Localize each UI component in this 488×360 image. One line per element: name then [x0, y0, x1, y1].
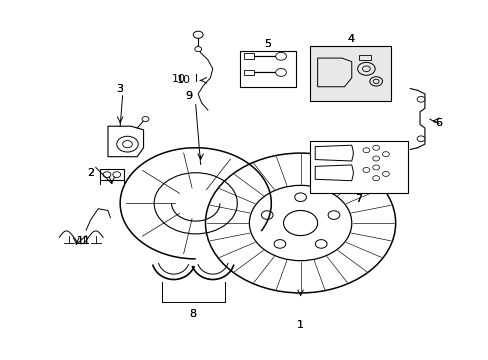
Circle shape [372, 176, 379, 181]
Text: 6: 6 [434, 118, 441, 128]
Bar [239, 51, 295, 87]
Circle shape [103, 172, 111, 177]
Text: 1: 1 [297, 320, 304, 330]
Circle shape [382, 152, 388, 157]
Circle shape [362, 148, 369, 153]
Circle shape [113, 172, 121, 177]
Text: 7: 7 [355, 194, 362, 204]
Text: 5: 5 [264, 40, 271, 49]
Text: 8: 8 [189, 310, 197, 319]
Text: 11: 11 [77, 236, 90, 246]
Polygon shape [317, 58, 351, 87]
Text: 4: 4 [346, 34, 353, 44]
Circle shape [205, 153, 395, 293]
Text: 2: 2 [87, 168, 94, 178]
Text: 5: 5 [264, 40, 271, 49]
Text: 6: 6 [434, 118, 441, 128]
Circle shape [117, 136, 138, 152]
Circle shape [142, 117, 149, 122]
Text: 10: 10 [176, 75, 190, 85]
Circle shape [294, 193, 306, 202]
Text: 11: 11 [77, 236, 90, 246]
Text: 3: 3 [117, 84, 123, 94]
Text: 2: 2 [87, 168, 94, 178]
Circle shape [416, 96, 424, 102]
Circle shape [315, 240, 326, 248]
Text: 9: 9 [184, 91, 192, 101]
Circle shape [122, 140, 132, 148]
Circle shape [327, 211, 339, 219]
Bar [310, 45, 390, 101]
Circle shape [369, 77, 382, 86]
Circle shape [382, 171, 388, 176]
Circle shape [283, 211, 317, 235]
Polygon shape [315, 145, 352, 161]
Circle shape [362, 66, 369, 72]
Circle shape [372, 156, 379, 161]
Text: 4: 4 [346, 34, 353, 44]
Circle shape [362, 167, 369, 172]
Bar [243, 69, 254, 75]
Bar [243, 53, 254, 59]
Circle shape [193, 31, 203, 39]
Bar [310, 140, 407, 193]
Circle shape [261, 211, 272, 219]
Circle shape [416, 136, 424, 141]
Text: 3: 3 [117, 84, 123, 94]
Text: 8: 8 [189, 310, 197, 319]
Text: 10: 10 [171, 74, 185, 84]
Circle shape [274, 240, 285, 248]
Circle shape [372, 145, 379, 150]
Circle shape [357, 62, 374, 75]
Bar [358, 55, 370, 60]
Circle shape [275, 52, 286, 60]
Circle shape [322, 63, 346, 81]
Circle shape [275, 68, 286, 76]
Circle shape [194, 46, 201, 51]
Polygon shape [315, 165, 352, 181]
Circle shape [249, 185, 351, 261]
Polygon shape [108, 126, 143, 157]
Circle shape [372, 165, 379, 170]
Circle shape [372, 79, 378, 84]
Text: 9: 9 [184, 91, 192, 101]
Text: 7: 7 [355, 194, 362, 204]
Bar [100, 169, 124, 180]
Text: 1: 1 [297, 320, 304, 330]
